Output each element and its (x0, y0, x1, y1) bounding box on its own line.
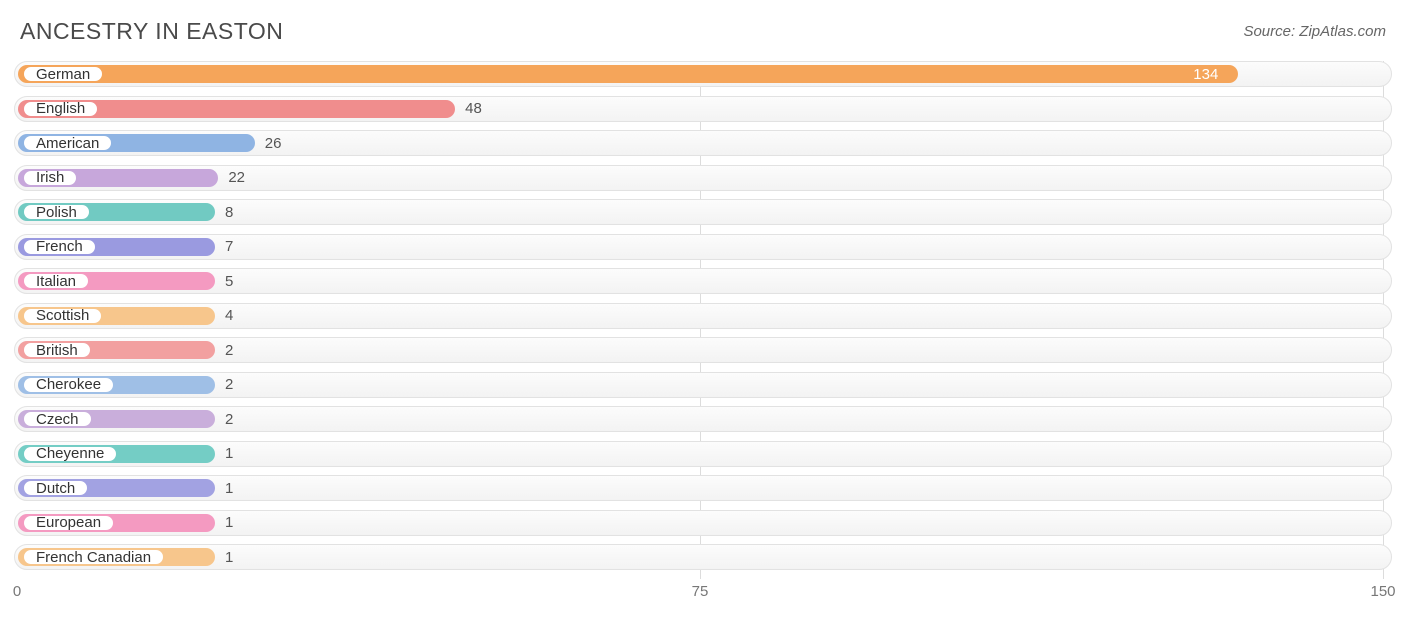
bar-row: French Canadian 1 (14, 544, 1392, 570)
tick-label: 75 (692, 583, 709, 600)
value-label: 1 (225, 442, 233, 466)
value-label: 22 (228, 166, 245, 190)
bar-row: American 26 (14, 130, 1392, 156)
category-pill: British (22, 341, 92, 359)
source-attribution: Source: ZipAtlas.com (1243, 23, 1386, 40)
category-pill: Irish (22, 169, 78, 187)
value-label: 2 (225, 373, 233, 397)
category-pill: German (22, 65, 104, 83)
category-pill: Polish (22, 203, 91, 221)
chart-area: German134English48American26Irish22Polis… (14, 61, 1392, 607)
bar-row: Cheyenne 1 (14, 441, 1392, 467)
category-pill: European (22, 514, 115, 532)
bar-row: British 2 (14, 337, 1392, 363)
category-pill: Italian (22, 272, 90, 290)
value-label: 26 (265, 131, 282, 155)
category-pill: American (22, 134, 113, 152)
category-pill: French (22, 238, 97, 256)
bar-row: German 134 (14, 61, 1392, 87)
chart-title: ANCESTRY IN EASTON (20, 18, 283, 45)
bar-row: Cherokee 2 (14, 372, 1392, 398)
value-label: 4 (225, 304, 233, 328)
value-label: 48 (465, 97, 482, 121)
bar-row: English 48 (14, 96, 1392, 122)
bar-row: Scottish 4 (14, 303, 1392, 329)
bar-row: Dutch 1 (14, 475, 1392, 501)
bar-row: Polish 8 (14, 199, 1392, 225)
bar (18, 65, 1238, 83)
header: ANCESTRY IN EASTON Source: ZipAtlas.com (14, 18, 1392, 45)
category-pill: Cherokee (22, 376, 115, 394)
x-axis: 0 75 150 (14, 579, 1392, 607)
category-pill: Scottish (22, 307, 103, 325)
value-label: 5 (225, 269, 233, 293)
value-label: 1 (225, 511, 233, 535)
bar-row: French 7 (14, 234, 1392, 260)
value-label: 1 (225, 545, 233, 569)
value-label: 7 (225, 235, 233, 259)
tick-label: 150 (1370, 583, 1395, 600)
value-label: 134 (1193, 62, 1218, 86)
category-pill: English (22, 100, 99, 118)
bar-row: Czech 2 (14, 406, 1392, 432)
category-pill: Cheyenne (22, 445, 118, 463)
tick-label: 0 (13, 583, 21, 600)
value-label: 8 (225, 200, 233, 224)
bar-row: Irish 22 (14, 165, 1392, 191)
bar-row: Italian 5 (14, 268, 1392, 294)
value-label: 2 (225, 407, 233, 431)
category-pill: French Canadian (22, 548, 165, 566)
category-pill: Czech (22, 410, 93, 428)
category-pill: Dutch (22, 479, 89, 497)
value-label: 2 (225, 338, 233, 362)
chart-container: ANCESTRY IN EASTON Source: ZipAtlas.com … (0, 0, 1406, 644)
bar-row: European 1 (14, 510, 1392, 536)
value-label: 1 (225, 476, 233, 500)
